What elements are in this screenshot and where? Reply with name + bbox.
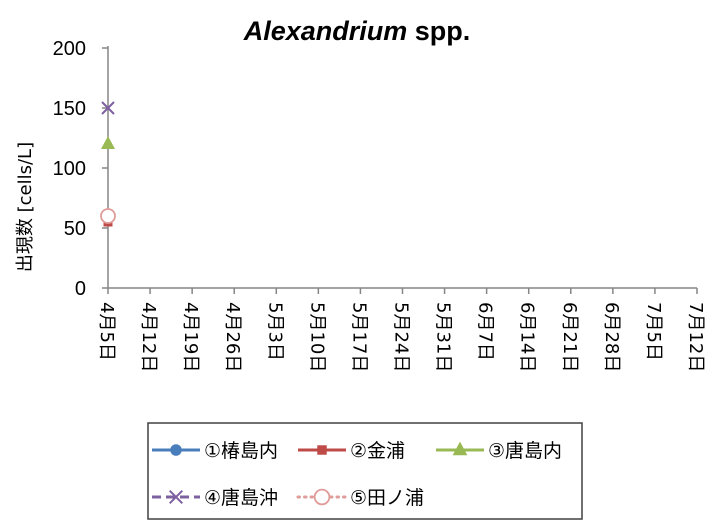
legend-label: ②金浦	[350, 440, 405, 462]
x-tick-label: 6月14日	[517, 302, 538, 372]
series-4	[101, 101, 115, 115]
data-point	[101, 101, 115, 115]
chart-title: Alexandrium spp.	[243, 16, 471, 46]
legend-box	[147, 422, 583, 520]
x-tick-label: 7月5日	[643, 302, 664, 361]
chart-title-genus: Alexandrium	[243, 16, 408, 46]
y-tick-label: 50	[64, 218, 86, 240]
y-tick-label: 200	[53, 38, 86, 60]
x-tick-label: 6月7日	[475, 302, 496, 361]
legend-marker-icon	[170, 444, 182, 456]
x-tick-label: 4月26日	[222, 302, 243, 372]
legend-marker-icon	[168, 489, 184, 505]
x-tick-label: 7月12日	[685, 302, 706, 372]
series-3	[101, 136, 115, 149]
x-tick-label: 5月24日	[391, 302, 412, 372]
chart-title-suffix: spp.	[407, 16, 470, 46]
legend-item-2: ②金浦	[298, 440, 405, 462]
legend-item-3: ③唐島内	[436, 440, 562, 462]
y-tick-label: 0	[75, 278, 86, 300]
legend: ①椿島内 ②金浦 ③唐島内 ④唐島沖 ⑤田ノ浦	[147, 422, 583, 520]
legend-item-4: ④唐島沖	[152, 487, 278, 509]
x-tick-label: 5月3日	[264, 302, 285, 361]
x-tick-label: 4月5日	[96, 302, 117, 361]
legend-item-1: ①椿島内	[152, 440, 278, 462]
series-5	[100, 208, 116, 224]
data-point-stroke	[101, 101, 115, 115]
x-tick-label: 6月21日	[559, 302, 580, 372]
legend-label: ⑤田ノ浦	[350, 487, 424, 509]
data-point	[100, 208, 116, 224]
legend-label: ④唐島沖	[204, 487, 278, 509]
legend-item-5: ⑤田ノ浦	[296, 487, 424, 509]
x-tick-label: 5月17日	[348, 302, 369, 372]
x-tick-label: 4月12日	[138, 302, 159, 372]
legend-marker-icon-stroke	[168, 489, 184, 505]
y-axis-label: 出現数 [cells/L]	[15, 142, 36, 272]
legend-label: ①椿島内	[204, 440, 278, 462]
legend-label: ③唐島内	[488, 440, 562, 462]
legend-marker-icon	[313, 488, 331, 506]
x-tick-label: 4月19日	[180, 302, 201, 372]
y-tick-label: 100	[53, 158, 86, 180]
x-tick-label: 5月10日	[306, 302, 327, 372]
legend-marker-icon	[452, 441, 468, 456]
legend-marker-icon	[317, 445, 327, 455]
data-point	[101, 136, 115, 149]
y-tick-label: 150	[53, 98, 86, 120]
plot-area	[100, 101, 116, 227]
x-tick-label: 6月28日	[601, 302, 622, 372]
x-tick-label: 5月31日	[433, 302, 454, 372]
axes: 0 50 100 150 200 4月5日 4月12日 4月19日 4月26日 5月3日 5月10日…	[53, 38, 706, 372]
